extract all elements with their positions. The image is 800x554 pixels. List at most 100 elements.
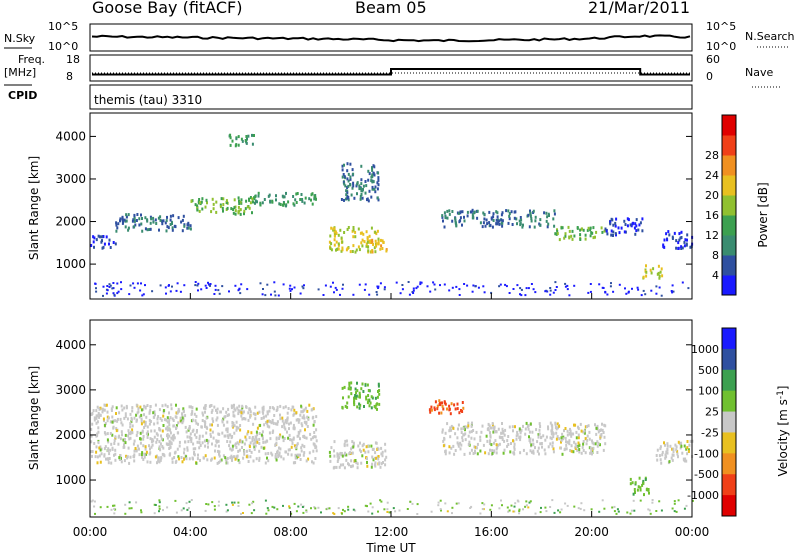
data-cell — [159, 218, 162, 222]
data-cell — [226, 430, 229, 434]
data-cell — [346, 247, 349, 250]
data-cell — [226, 434, 229, 438]
data-cell — [359, 395, 361, 399]
data-cell — [500, 221, 503, 225]
data-cell — [285, 204, 287, 208]
data-cell — [135, 413, 138, 417]
data-cell — [649, 268, 652, 272]
data-cell — [376, 448, 379, 451]
data-cell — [450, 428, 453, 432]
data-cell — [219, 205, 222, 209]
data-cell — [356, 389, 359, 393]
power-panel-frame — [89, 112, 693, 300]
data-cell — [111, 447, 114, 451]
data-cell — [487, 426, 490, 430]
data-cell — [127, 213, 130, 217]
data-cell — [187, 440, 190, 444]
data-cell — [253, 445, 256, 449]
data-cell — [225, 503, 228, 506]
data-cell — [127, 226, 130, 230]
data-cell — [315, 445, 318, 449]
data-cell — [518, 508, 521, 511]
data-cell — [163, 418, 166, 422]
data-cell — [631, 222, 634, 226]
data-cell — [429, 410, 432, 414]
data-cell — [347, 387, 350, 391]
data-cell — [479, 512, 482, 515]
data-cell — [464, 428, 466, 432]
data-cell — [169, 445, 172, 449]
data-cell — [671, 458, 674, 462]
data-cell — [262, 411, 265, 415]
velocity-y-axis-label: Slant Range [km] — [27, 366, 41, 470]
data-cell — [171, 417, 174, 421]
data-cell — [647, 488, 650, 491]
data-cell — [686, 446, 689, 450]
data-cell — [128, 461, 131, 465]
data-cell — [251, 197, 254, 201]
data-cell — [169, 290, 172, 293]
data-cell — [276, 449, 279, 453]
data-cell — [663, 441, 665, 445]
data-cell — [241, 446, 243, 449]
data-cell — [309, 432, 312, 436]
data-cell — [162, 424, 165, 427]
data-cell — [300, 410, 303, 414]
data-cell — [529, 212, 532, 216]
data-cell — [347, 198, 350, 202]
data-cell — [266, 456, 268, 460]
data-cell — [239, 208, 242, 212]
data-cell — [382, 240, 385, 244]
data-cell — [157, 456, 160, 460]
data-cell — [135, 501, 138, 504]
data-cell — [552, 291, 555, 294]
data-cell — [109, 284, 112, 287]
data-cell — [346, 162, 349, 166]
data-cell — [470, 505, 473, 508]
data-cell — [211, 197, 214, 201]
data-cell — [255, 457, 258, 461]
data-cell — [379, 238, 382, 242]
data-cell — [249, 441, 252, 445]
data-cell — [127, 228, 130, 232]
data-cell — [195, 414, 198, 418]
data-cell — [282, 406, 285, 410]
data-cell — [168, 423, 171, 427]
data-cell — [268, 409, 271, 413]
data-cell — [337, 507, 340, 510]
data-cell — [115, 221, 118, 225]
data-cell — [370, 395, 373, 399]
data-cell — [595, 432, 598, 436]
data-cell — [130, 507, 133, 510]
data-cell — [305, 509, 308, 512]
data-cell — [284, 405, 287, 409]
data-cell — [106, 419, 109, 423]
data-cell — [314, 435, 317, 439]
data-cell — [162, 446, 165, 450]
data-cell — [355, 184, 358, 188]
data-cell — [436, 404, 439, 408]
data-cell — [180, 220, 183, 224]
data-cell — [226, 206, 229, 210]
data-cell — [93, 442, 96, 445]
data-cell — [441, 428, 444, 432]
data-cell — [537, 433, 540, 437]
data-cell — [242, 512, 244, 514]
data-cell — [352, 235, 355, 239]
data-cell — [225, 199, 228, 203]
data-cell — [119, 454, 122, 457]
data-cell — [476, 216, 479, 220]
data-cell — [304, 428, 306, 432]
data-cell — [342, 173, 345, 176]
data-cell — [284, 420, 287, 424]
data-cell — [358, 406, 361, 410]
data-cell — [471, 216, 474, 220]
data-cell — [326, 507, 329, 510]
data-cell — [139, 431, 142, 435]
data-cell — [601, 230, 604, 234]
data-cell — [308, 451, 311, 455]
data-cell — [350, 459, 353, 463]
data-cell — [470, 423, 473, 427]
data-cell — [99, 448, 102, 452]
data-cell — [156, 433, 159, 437]
